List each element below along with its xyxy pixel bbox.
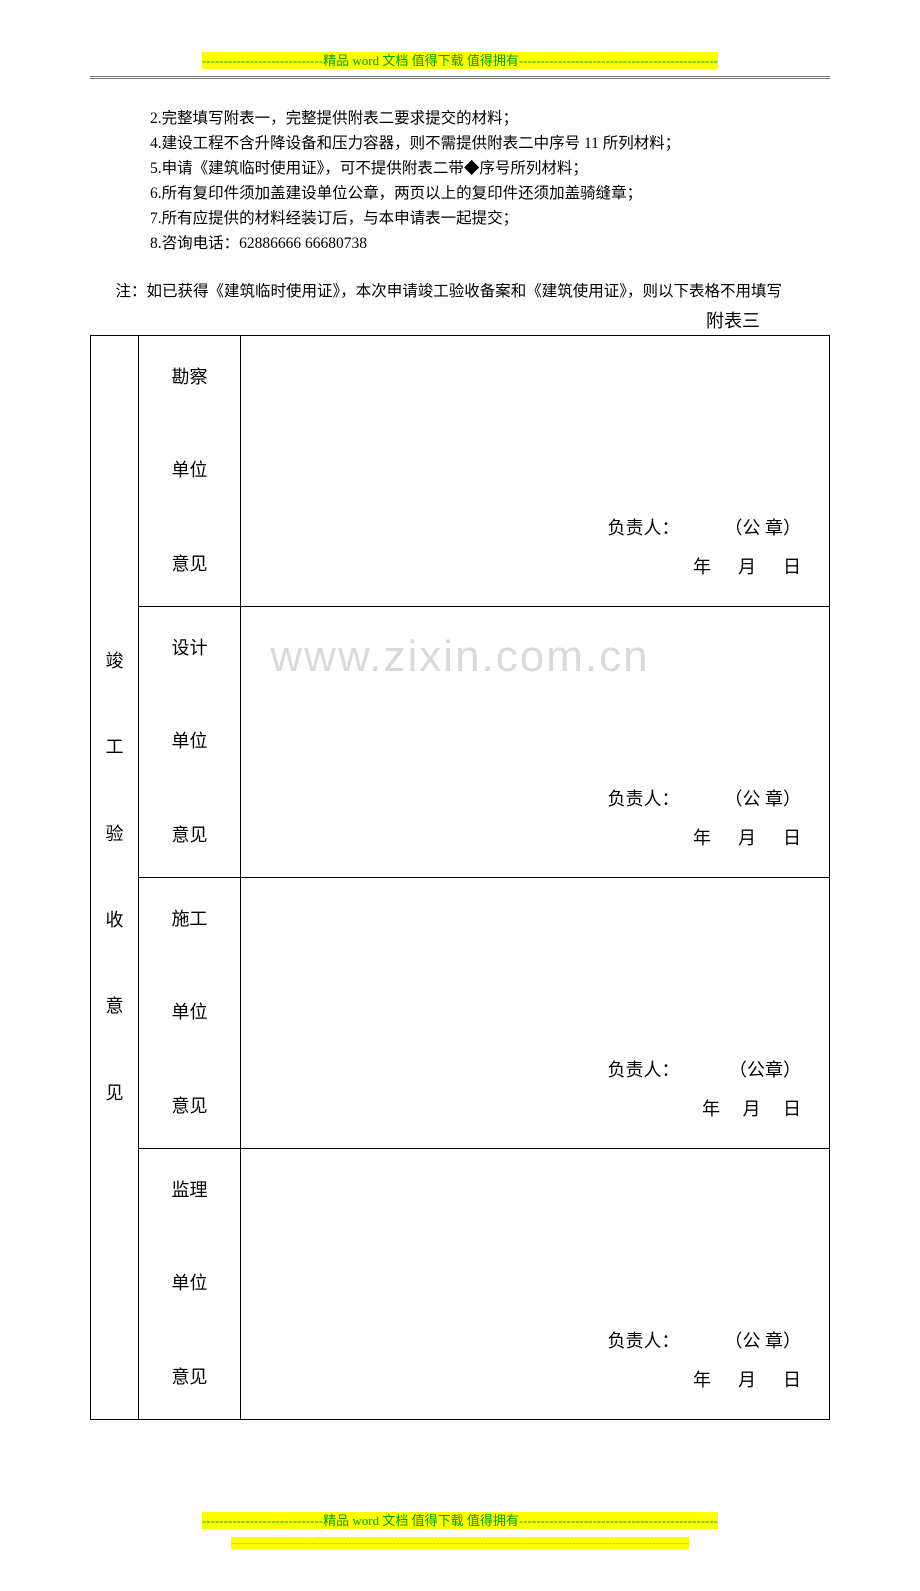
date-line: 年 月 日 [608, 1090, 802, 1130]
main-label: 竣 工 验 收 意 见 [91, 640, 138, 1115]
list-item: 7.所有应提供的材料经装订后，与本申请表一起提交； [150, 207, 830, 231]
table-caption: 附表三 [90, 307, 830, 333]
sub-label-cell: 监理 单位 意见 [139, 1148, 241, 1419]
list-item: 8.咨询电话：62886666 66680738 [150, 232, 830, 256]
sub-label-cell: 勘察 单位 意见 [139, 335, 241, 606]
sub-label: 设计 单位 意见 [139, 625, 240, 859]
sub-label: 勘察 单位 意见 [139, 354, 240, 588]
header-divider [90, 76, 830, 79]
sub-label-cell: 设计 单位 意见 [139, 606, 241, 877]
date-line: 年 月 日 [608, 1361, 802, 1401]
responsible-line: 负责人： （公 章） [608, 1322, 802, 1362]
sub-label: 监理 单位 意见 [139, 1167, 240, 1401]
footer-banner: ----------------------------精品 word 文档 值… [90, 1510, 830, 1530]
main-label-cell: 竣 工 验 收 意 见 [91, 335, 139, 1419]
list-item: 6.所有复印件须加盖建设单位公章，两页以上的复印件还须加盖骑缝章； [150, 182, 830, 206]
signature-lines: 负责人： （公 章） 年 月 日 [608, 780, 802, 859]
footer-yellow-line: ----------------------------------------… [90, 1533, 830, 1551]
footer-banner-text: ----------------------------精品 word 文档 值… [202, 1512, 718, 1529]
list-item: 4.建设工程不含升降设备和压力容器，则不需提供附表二中序号 11 所列材料； [150, 132, 830, 156]
signature-lines: 负责人： （公 章） 年 月 日 [608, 509, 802, 588]
date-line: 年 月 日 [608, 819, 802, 859]
signature-cell: 负责人： （公 章） 年 月 日 [241, 335, 830, 606]
note-text: 注：如已获得《建筑临时使用证》，本次申请竣工验收备案和《建筑使用证》，则以下表格… [90, 280, 830, 305]
footer: ----------------------------精品 word 文档 值… [90, 1510, 830, 1551]
sub-label: 施工 单位 意见 [139, 896, 240, 1130]
signature-lines: 负责人： （公 章） 年 月 日 [608, 1322, 802, 1401]
list-item: 2.完整填写附表一，完整提供附表二要求提交的材料； [150, 107, 830, 131]
signature-cell: 负责人： （公 章） 年 月 日 [241, 1148, 830, 1419]
opinion-table: 竣 工 验 收 意 见 勘察 单位 意见 负责人： （公 章） 年 月 日 设计… [90, 335, 830, 1420]
instruction-list: 2.完整填写附表一，完整提供附表二要求提交的材料； 4.建设工程不含升降设备和压… [90, 107, 830, 256]
header-banner: ----------------------------精品 word 文档 值… [90, 50, 830, 70]
header-banner-text: ----------------------------精品 word 文档 值… [202, 52, 718, 69]
signature-cell: 负责人： （公 章） 年 月 日 [241, 606, 830, 877]
sub-label-cell: 施工 单位 意见 [139, 877, 241, 1148]
signature-lines: 负责人： （公章） 年 月 日 [608, 1051, 802, 1130]
responsible-line: 负责人： （公章） [608, 1051, 802, 1091]
signature-cell: 负责人： （公章） 年 月 日 [241, 877, 830, 1148]
footer-yellow-line-text: ----------------------------------------… [231, 1537, 689, 1549]
responsible-line: 负责人： （公 章） [608, 509, 802, 549]
responsible-line: 负责人： （公 章） [608, 780, 802, 820]
date-line: 年 月 日 [608, 548, 802, 588]
list-item: 5.申请《建筑临时使用证》，可不提供附表二带◆序号所列材料； [150, 157, 830, 181]
